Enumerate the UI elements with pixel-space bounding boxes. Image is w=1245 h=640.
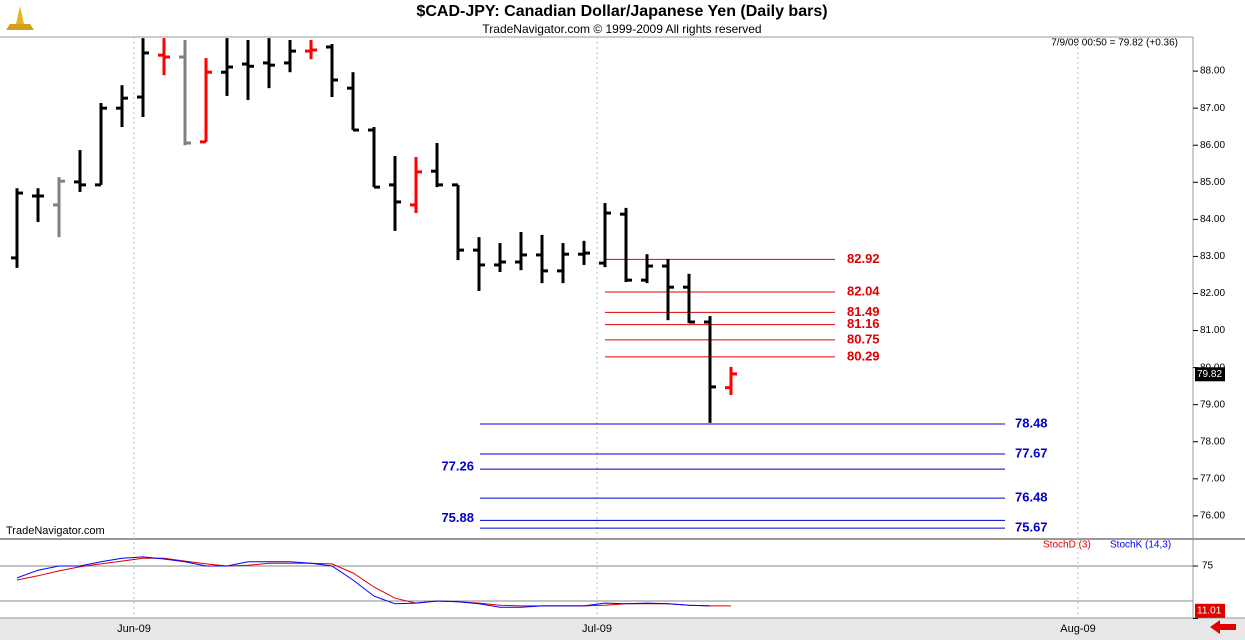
last-value-label: 11.01	[1197, 605, 1222, 616]
level-label: 81.16	[847, 316, 880, 331]
legend-entry: StochD (3)	[1043, 540, 1091, 551]
date-strip	[0, 618, 1245, 640]
watermark: TradeNavigator.com	[6, 525, 105, 537]
level-label: 75.88	[441, 510, 474, 525]
price-info: 7/9/09 00:50 = 79.82 (+0.36)	[1051, 38, 1178, 49]
y-tick-label: 81.00	[1200, 325, 1225, 336]
level-label: 80.29	[847, 348, 880, 363]
logo-sail	[16, 6, 24, 24]
stoch-line	[16, 557, 731, 607]
scroll-arrow[interactable]	[1210, 620, 1236, 634]
y-tick-label: 82.00	[1200, 288, 1225, 299]
last-value-tag	[1195, 603, 1225, 618]
x-tick-label: Jul-09	[582, 623, 612, 635]
level-label: 76.48	[1015, 490, 1048, 505]
legend-entry: StochK (14,3)	[1110, 540, 1171, 551]
y-tick-label: 88.00	[1200, 66, 1225, 77]
y-tick-label: 83.00	[1200, 251, 1225, 262]
level-label: 78.48	[1015, 415, 1048, 430]
x-tick-label: Jun-09	[117, 623, 151, 635]
y-tick-label: 85.00	[1200, 177, 1225, 188]
level-label: 80.75	[847, 331, 880, 346]
y-tick-label: 86.00	[1200, 140, 1225, 151]
y-tick-label: 75	[1202, 561, 1214, 572]
last-price-label: 79.82	[1197, 369, 1222, 380]
level-label: 77.26	[441, 459, 474, 474]
last-price-tag	[1195, 367, 1225, 382]
level-label: 75.67	[1015, 520, 1048, 535]
logo	[6, 6, 34, 30]
y-tick-label: 78.00	[1200, 436, 1225, 447]
logo-base	[6, 24, 34, 30]
level-label: 82.04	[847, 283, 880, 298]
y-tick-label: 84.00	[1200, 214, 1225, 225]
y-tick-label: 77.00	[1200, 473, 1225, 484]
y-tick-label: 79.00	[1200, 399, 1225, 410]
stoch-line	[16, 556, 711, 608]
y-tick-label: 76.00	[1200, 511, 1225, 522]
x-tick-label: Aug-09	[1060, 623, 1095, 635]
chart-title: $CAD-JPY: Canadian Dollar/Japanese Yen (…	[416, 3, 827, 20]
level-label: 77.67	[1015, 445, 1048, 460]
level-label: 81.49	[847, 304, 880, 319]
y-tick-label: 87.00	[1200, 103, 1225, 114]
subtitle: TradeNavigator.com © 1999-2009 All right…	[482, 22, 761, 36]
level-label: 82.92	[847, 251, 880, 266]
